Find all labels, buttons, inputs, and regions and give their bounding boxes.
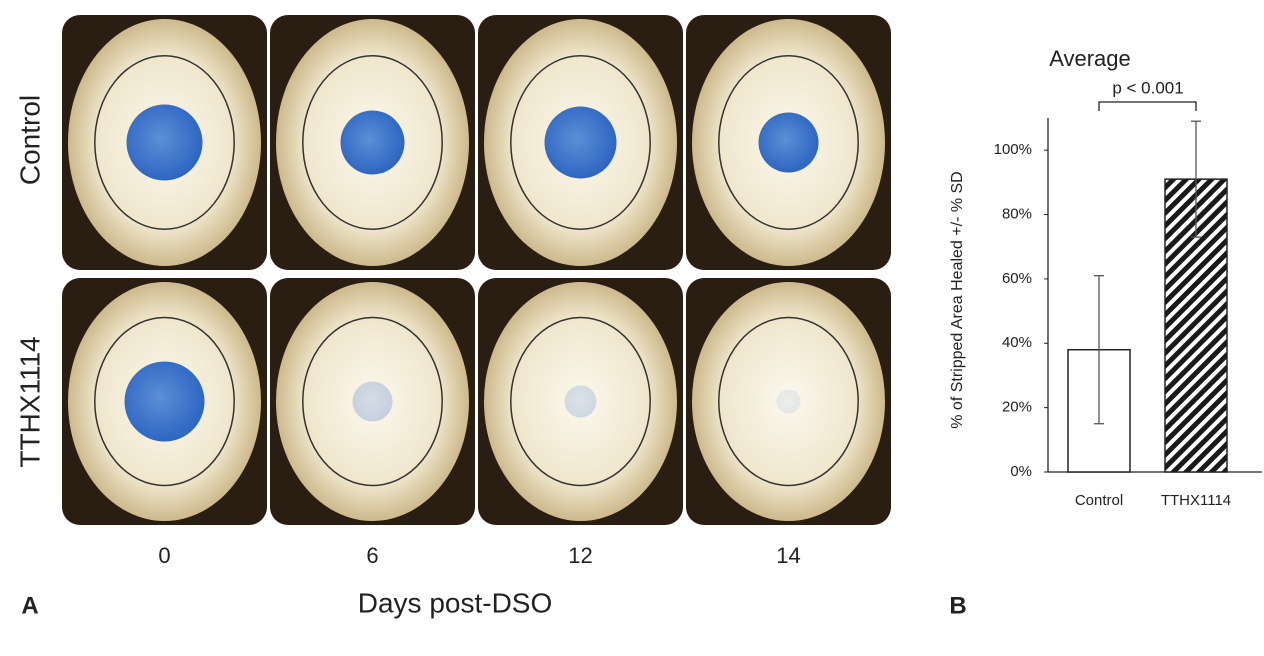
y-tick-label: 80% [1002, 206, 1032, 223]
stain [352, 381, 393, 422]
y-tick-label: 40% [1002, 334, 1032, 351]
trephine-mark [302, 316, 443, 487]
x-axis-label: Days post-DSO [358, 587, 553, 618]
stain [564, 385, 597, 418]
column-label: 0 [158, 543, 170, 568]
trephine-mark [510, 55, 651, 230]
trephine-mark [718, 316, 859, 487]
trephine-mark [302, 55, 443, 230]
stain [340, 110, 405, 175]
photo-grid [62, 15, 891, 525]
trephine-mark [718, 55, 859, 230]
column-label: 14 [776, 543, 800, 568]
stain [126, 104, 203, 181]
y-tick-label: 60% [1002, 270, 1032, 287]
significance-label: p < 0.001 [1112, 78, 1183, 97]
x-tick-label: Control [1075, 492, 1123, 509]
column-label: 6 [366, 543, 378, 568]
y-axis-label: % of Stripped Area Healed +/- % SD [949, 171, 966, 428]
stain [776, 389, 801, 414]
row-label: TTHX1114 [14, 336, 45, 467]
y-tick-label: 20% [1002, 399, 1032, 416]
x-tick-label: TTHX1114 [1161, 492, 1231, 509]
column-label: 12 [568, 543, 592, 568]
stain [758, 112, 819, 173]
trephine-mark [94, 55, 235, 230]
panel-label: A [21, 592, 38, 619]
panel-label: B [949, 592, 966, 619]
stain [124, 361, 205, 442]
significance-bracket [1098, 101, 1197, 111]
y-tick-label: 100% [994, 141, 1032, 158]
trephine-mark [510, 316, 651, 487]
y-tick-label: 0% [1010, 463, 1032, 480]
stain [544, 106, 617, 179]
trephine-mark [94, 316, 235, 487]
row-label: Control [14, 95, 45, 185]
chart-title: Average [1049, 46, 1131, 71]
